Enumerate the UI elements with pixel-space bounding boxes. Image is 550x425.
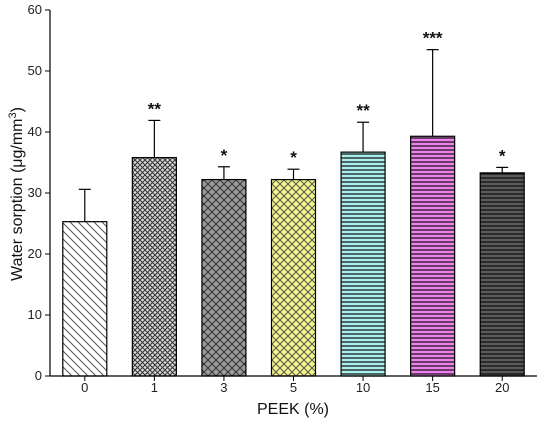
y-tick-label-10: 10 bbox=[28, 307, 42, 322]
x-tick-label-10: 10 bbox=[356, 380, 370, 395]
bar-5 bbox=[270, 178, 317, 377]
x-tick-label-20: 20 bbox=[495, 380, 509, 395]
y-ticks: 0 10 20 30 40 50 60 bbox=[28, 2, 50, 383]
bar-10 bbox=[340, 151, 386, 377]
bar-0 bbox=[62, 221, 108, 377]
significance-3: * bbox=[221, 146, 228, 165]
y-tick-label-0: 0 bbox=[35, 368, 42, 383]
error-bar-3 bbox=[217, 166, 230, 180]
error-bar-15 bbox=[426, 49, 439, 137]
x-axis-title: PEEK (%) bbox=[257, 401, 329, 418]
x-tick-label-15: 15 bbox=[425, 380, 439, 395]
y-axis-title-main: Water sorption (μg/mm bbox=[9, 119, 26, 281]
error-bar-5 bbox=[287, 168, 300, 180]
significance-10: ** bbox=[356, 101, 370, 120]
bar-3 bbox=[201, 178, 247, 377]
y-tick-label-60: 60 bbox=[28, 2, 42, 17]
y-tick-label-50: 50 bbox=[28, 63, 42, 78]
bar-20 bbox=[479, 172, 525, 377]
x-tick-label-0: 0 bbox=[81, 380, 88, 395]
error-bar-20 bbox=[496, 166, 509, 173]
bars-layer bbox=[62, 135, 525, 377]
y-tick-label-20: 20 bbox=[28, 246, 42, 261]
bar-15 bbox=[410, 135, 456, 377]
bar-1 bbox=[131, 157, 177, 377]
significance-5: * bbox=[290, 148, 297, 167]
x-ticks: 0 1 3 5 10 15 20 bbox=[81, 376, 509, 395]
x-tick-label-5: 5 bbox=[290, 380, 297, 395]
significance-20: * bbox=[499, 146, 506, 165]
y-tick-label-30: 30 bbox=[28, 185, 42, 200]
error-bar-10 bbox=[357, 121, 370, 153]
x-tick-label-1: 1 bbox=[151, 380, 158, 395]
x-tick-label-3: 3 bbox=[220, 380, 227, 395]
y-axis-title-close: ) bbox=[9, 107, 26, 112]
error-bar-0 bbox=[78, 188, 91, 222]
error-bars-layer bbox=[78, 49, 509, 222]
y-tick-label-40: 40 bbox=[28, 124, 42, 139]
y-axis-title: Water sorption (μg/mm3) bbox=[7, 107, 26, 281]
significance-15: *** bbox=[423, 29, 443, 48]
y-axis-title-sup: 3 bbox=[7, 112, 19, 118]
significance-layer: *** ******* bbox=[148, 29, 506, 168]
significance-1: ** bbox=[148, 99, 162, 118]
error-bar-1 bbox=[148, 119, 161, 158]
